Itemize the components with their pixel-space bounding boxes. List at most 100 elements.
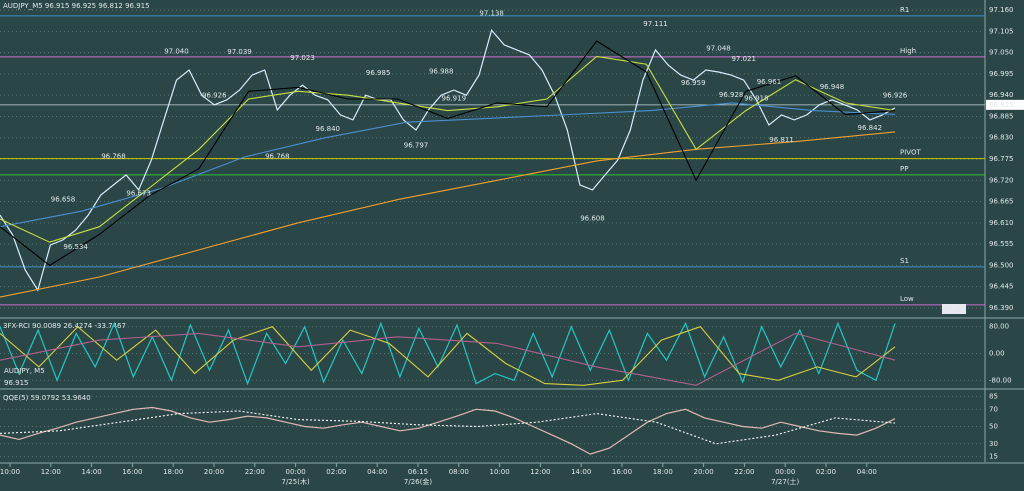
y-tick-label: 96.995: [989, 70, 1014, 78]
price-annotation: 96.926: [883, 92, 908, 100]
time-label: 08:00: [449, 468, 469, 476]
price-annotation: 96.797: [404, 141, 429, 149]
price-annotation: 96.658: [51, 195, 76, 203]
price-annotation: 97.111: [643, 20, 668, 28]
time-label: 06:15: [408, 468, 428, 476]
y-tick-label: 15: [989, 453, 998, 461]
series-line: [0, 321, 896, 386]
y-tick-label: 96.720: [989, 176, 1014, 184]
y-tick-label: 96.445: [989, 283, 1014, 291]
series-line: [0, 40, 896, 267]
wpp-box: [942, 304, 966, 314]
price-annotation: 96.988: [429, 68, 454, 76]
y-tick-label: -80.00: [989, 376, 1012, 384]
panel-title: QQE(5) 59.0792 53.9640: [3, 394, 91, 402]
y-tick-label: 70: [989, 405, 998, 413]
price-annotation: 97.021: [731, 55, 756, 63]
price-annotation: 96.985: [366, 69, 391, 77]
price-annotation: 96.673: [126, 189, 151, 197]
price-annotation: 97.039: [227, 48, 252, 56]
price-annotation: 96.842: [858, 124, 883, 132]
price-annotation: 96.928: [719, 91, 744, 99]
level-label: R1: [900, 6, 909, 14]
level-label: PIVOT: [900, 149, 921, 157]
y-tick-label: 30: [989, 440, 998, 448]
time-label: 10:00: [0, 468, 20, 476]
price-annotation: 97.138: [479, 10, 504, 18]
time-label: 02:00: [816, 468, 836, 476]
y-tick-label: 97.050: [989, 49, 1014, 57]
price-annotation: 96.959: [681, 79, 706, 87]
y-tick-label: 96.555: [989, 240, 1014, 248]
y-tick-label: 96.885: [989, 112, 1014, 120]
time-label: 04:00: [857, 468, 877, 476]
price-annotation: 97.023: [290, 54, 315, 62]
y-tick-label: 96.665: [989, 198, 1014, 206]
date-label: 7/26(金): [404, 477, 432, 486]
y-tick-label: 96.775: [989, 155, 1014, 163]
price-annotation: 96.811: [769, 136, 794, 144]
y-tick-label: 80.00: [989, 323, 1009, 331]
y-tick-label: 96.500: [989, 261, 1014, 269]
price-annotation: 96.919: [442, 94, 467, 102]
current-price-label: 96.915: [989, 101, 1014, 109]
y-tick-label: 97.160: [989, 6, 1014, 14]
level-label: Low: [900, 295, 914, 303]
time-label: 10:00: [490, 468, 510, 476]
time-label: 14:00: [571, 468, 591, 476]
y-tick-label: 96.830: [989, 134, 1014, 142]
current-price-box: [986, 99, 1024, 110]
price-annotation: 96.961: [757, 78, 782, 86]
price-annotation: 96.840: [315, 125, 340, 133]
price-annotation: 96.768: [265, 153, 290, 161]
time-label: 04:00: [367, 468, 387, 476]
series-line: [0, 55, 896, 243]
time-label: 20:00: [204, 468, 224, 476]
time-label: 00:00: [286, 468, 306, 476]
time-label: 02:00: [326, 468, 346, 476]
date-label: 7/25(木): [282, 477, 310, 486]
price-annotation: 96.768: [101, 153, 126, 161]
price-big: 96.915: [4, 379, 29, 387]
y-tick-label: 97.105: [989, 27, 1014, 35]
y-tick-label: 85: [989, 392, 998, 400]
y-tick-label: 50: [989, 423, 998, 431]
series-line: [0, 410, 896, 445]
y-tick-label: 0.00: [989, 350, 1005, 358]
price-annotation: 96.926: [202, 92, 227, 100]
series-line: [0, 406, 896, 455]
series-line: [0, 332, 896, 386]
wpp-label: W pp: [945, 305, 964, 313]
time-label: 16:00: [122, 468, 142, 476]
price-annotation: 96.948: [820, 83, 845, 91]
price-annotation: 96.918: [744, 95, 769, 103]
time-label: 00:00: [775, 468, 795, 476]
y-tick-label: 96.610: [989, 219, 1014, 227]
series-line: [0, 102, 896, 228]
level-label: PP: [900, 165, 908, 173]
time-label: 16:00: [612, 468, 632, 476]
time-label: 18:00: [653, 468, 673, 476]
series-line: [0, 325, 896, 386]
time-label: 22:00: [734, 468, 754, 476]
symbol-label: AUDJPY, M5: [4, 367, 45, 375]
series-line: [0, 28, 896, 292]
price-annotation: 96.608: [580, 215, 605, 223]
time-label: 14:00: [82, 468, 102, 476]
y-tick-label: 96.390: [989, 304, 1014, 312]
price-annotation: 97.040: [164, 47, 189, 55]
time-label: 18:00: [163, 468, 183, 476]
panel-title: 3FX-RCI 90.0089 26.4274 -33.7467: [3, 322, 126, 330]
time-label: 22:00: [245, 468, 265, 476]
level-label: S1: [900, 257, 909, 265]
time-label: 20:00: [694, 468, 714, 476]
time-label: 12:00: [41, 468, 61, 476]
time-label: 12:00: [530, 468, 550, 476]
price-annotation: 96.534: [63, 243, 88, 251]
level-label: High: [900, 47, 916, 55]
panel-title: AUDJPY_M5 96.915 96.925 96.812 96.915: [3, 2, 150, 10]
y-tick-label: 96.940: [989, 91, 1014, 99]
date-label: 7/27(土): [771, 477, 799, 486]
series-line: [0, 131, 896, 298]
